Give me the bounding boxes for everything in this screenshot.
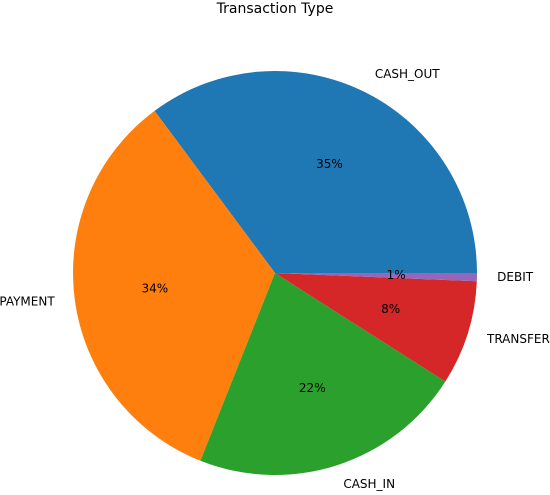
- slice-label-cash-in: CASH_IN: [343, 477, 395, 491]
- pct-label-payment: 34%: [141, 281, 168, 295]
- pct-label-transfer: 8%: [381, 302, 400, 316]
- pie-slice-transfer: [275, 273, 477, 382]
- slice-label-debit: DEBIT: [497, 270, 534, 284]
- pie-slice-payment: [73, 110, 275, 461]
- pie-slice-cash-in: [200, 273, 446, 475]
- pct-label-cash-out: 35%: [316, 157, 343, 171]
- labels-layer: CASH_OUT 35% PAYMENT 34% CASH_IN 22% TRANSFER 8…: [0, 67, 550, 491]
- pie-slice-debit: [275, 273, 477, 282]
- slices-layer: [73, 71, 477, 475]
- pct-label-cash-in: 22%: [299, 381, 326, 395]
- pie-slice-cash-out: [154, 71, 477, 273]
- slice-label-transfer: TRANSFER: [486, 332, 550, 346]
- pct-label-debit: 1%: [387, 268, 406, 282]
- slice-label-payment: PAYMENT: [0, 294, 55, 308]
- slice-label-cash-out: CASH_OUT: [375, 67, 440, 81]
- chart-title: Transaction Type: [216, 1, 334, 17]
